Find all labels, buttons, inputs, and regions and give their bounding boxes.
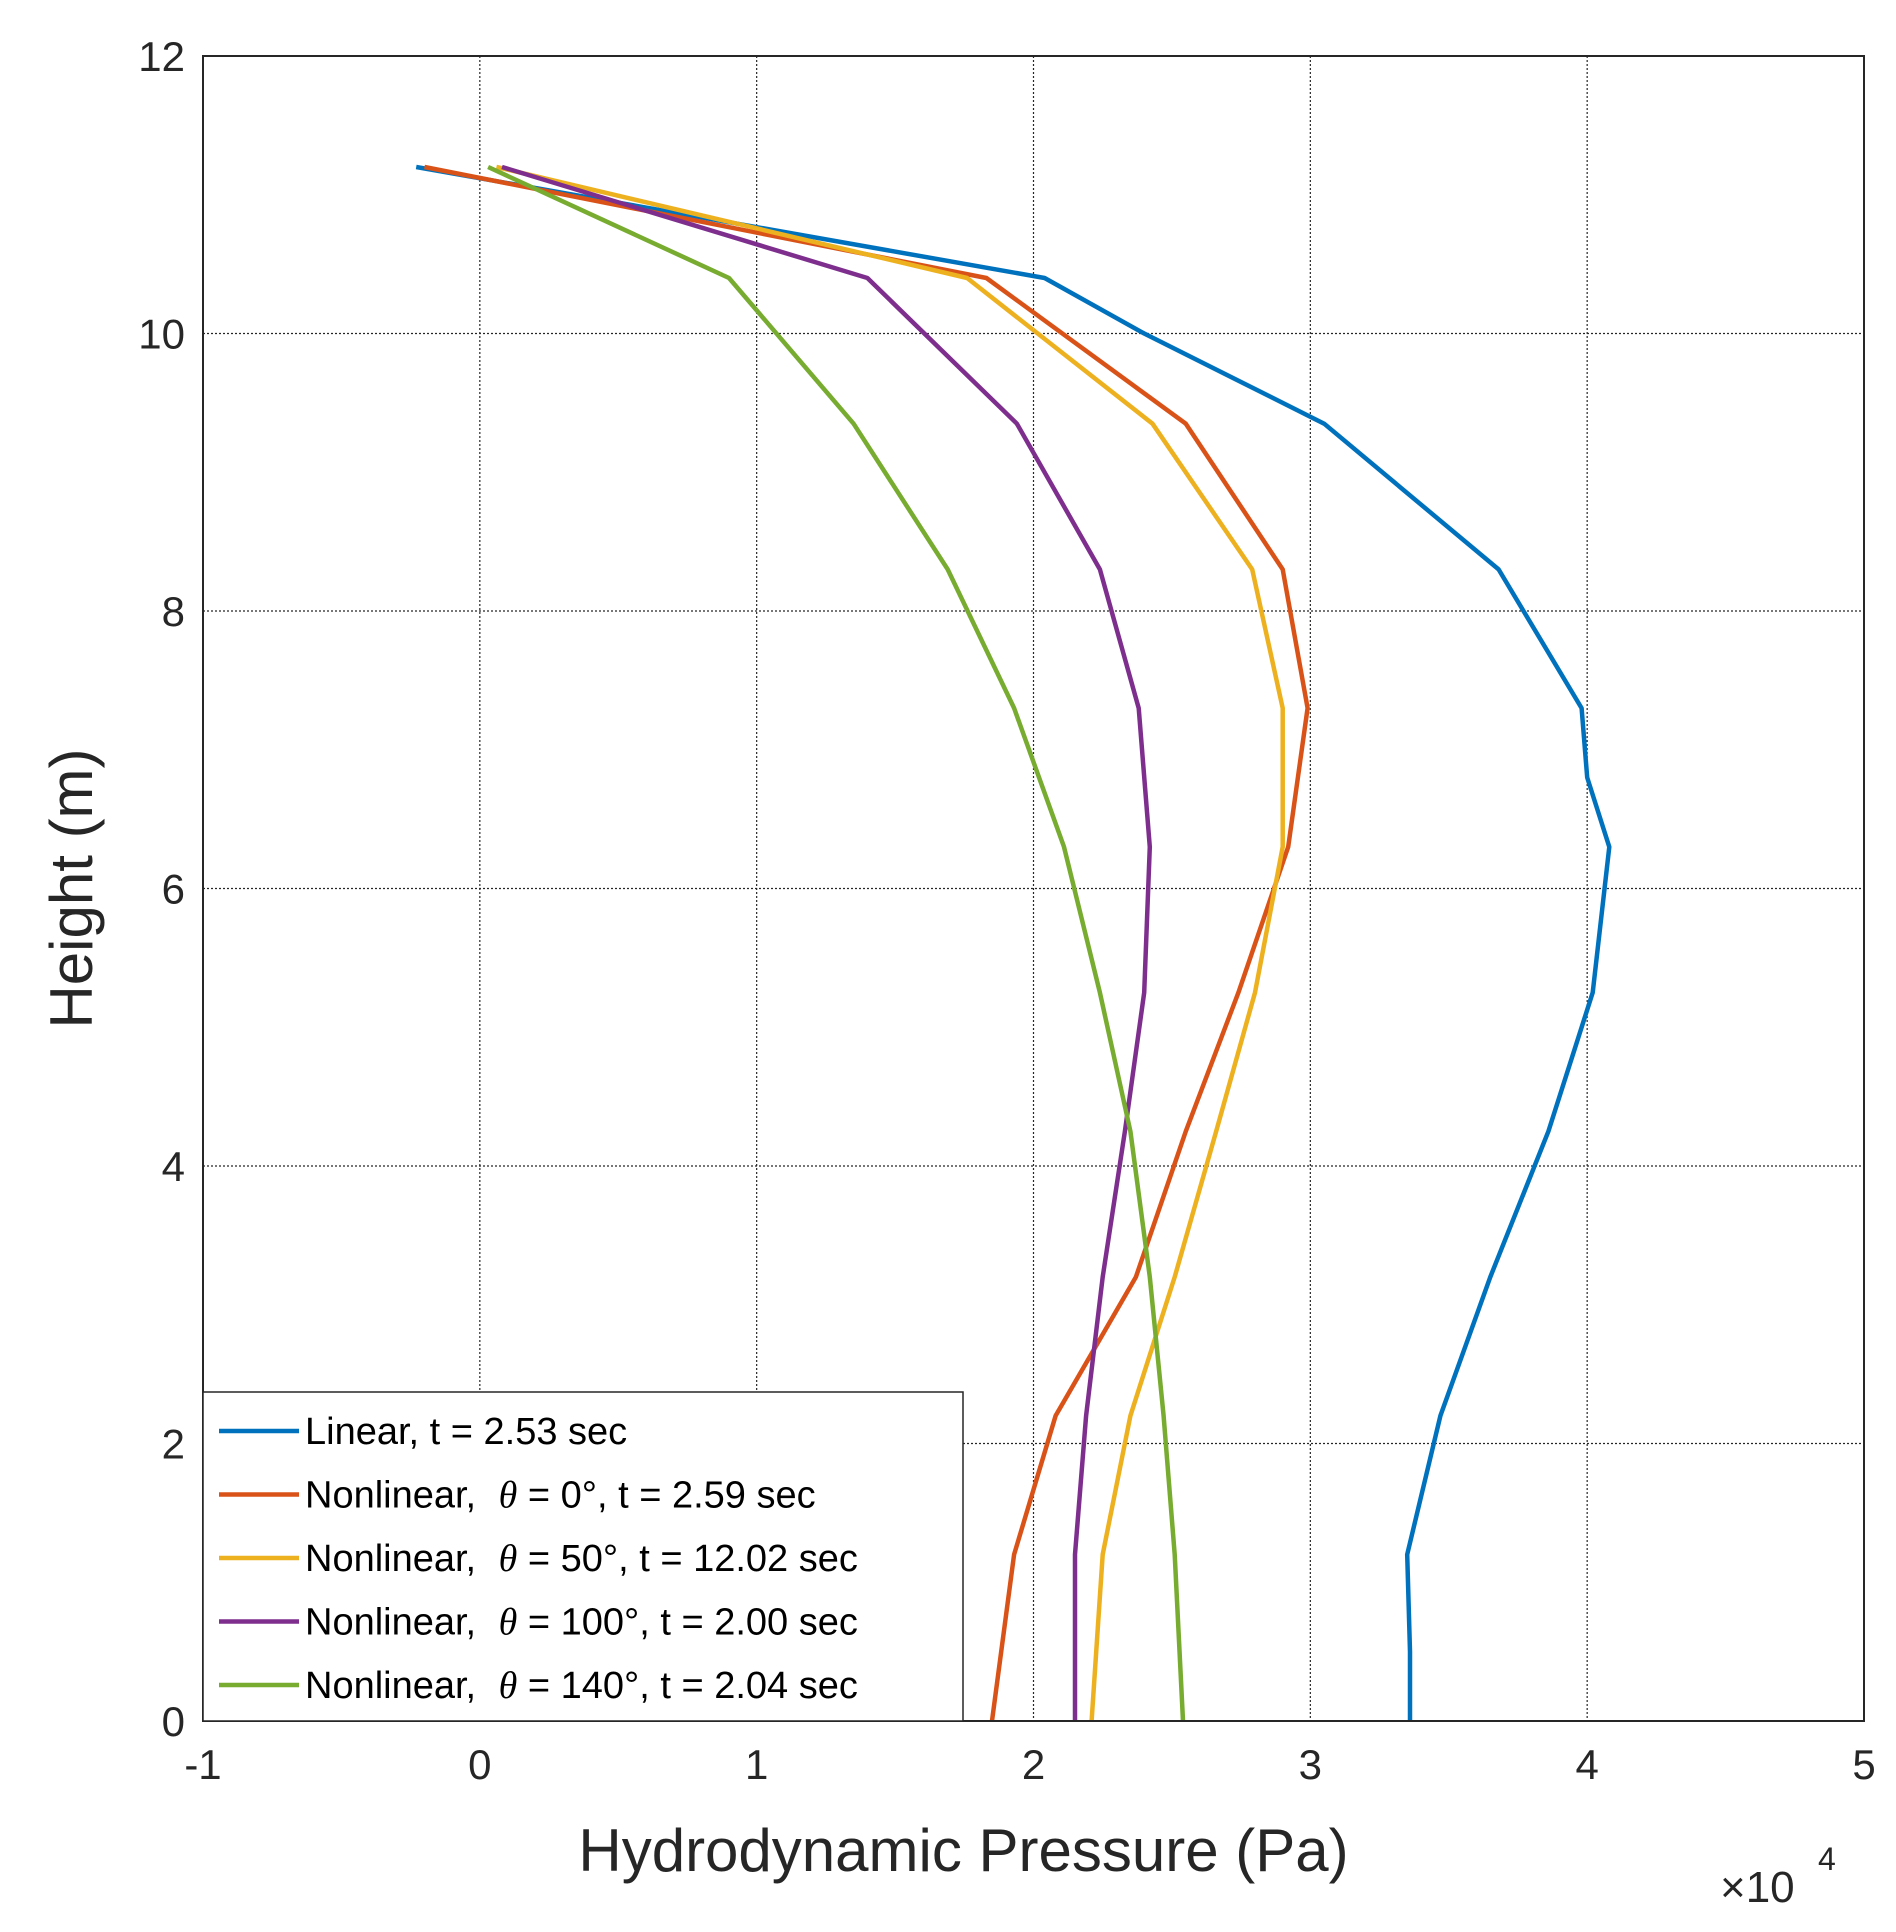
x-exponent-base: ×10 <box>1720 1863 1795 1912</box>
series-line-1 <box>415 164 1612 1721</box>
x-tick-label: 3 <box>1299 1741 1322 1788</box>
x-exponent-label: ×10 4 <box>1720 1841 1836 1912</box>
y-tick-label: 0 <box>162 1698 185 1745</box>
series-line-2 <box>424 164 1310 1722</box>
y-tick-label: 8 <box>162 588 185 635</box>
legend-entry-prefix: Nonlinear, <box>305 1602 487 1644</box>
legend-entry-theta: θ <box>499 1665 518 1707</box>
y-tick-label: 10 <box>138 311 185 358</box>
legend-entry-2: Nonlinear, θ = 0°, t = 2.59 sec <box>305 1475 816 1517</box>
legend-box <box>202 1391 964 1722</box>
legend-entry-suffix: = 100°, t = 2.00 sec <box>517 1602 858 1644</box>
y-tick-labels: 0 2 4 6 8 10 12 <box>138 33 185 1745</box>
legend-entry-3: Nonlinear, θ = 50°, t = 12.02 sec <box>305 1538 858 1580</box>
x-tick-label: 1 <box>745 1741 768 1788</box>
y-tick-label: 6 <box>162 866 185 913</box>
x-tick-label: 4 <box>1575 1741 1598 1788</box>
x-exponent-power: 4 <box>1818 1841 1836 1877</box>
legend-entry-theta: θ <box>499 1538 518 1580</box>
x-tick-label: -1 <box>184 1741 221 1788</box>
legend-entry-5: Nonlinear, θ = 140°, t = 2.04 sec <box>305 1665 858 1707</box>
x-tick-label: 0 <box>468 1741 491 1788</box>
x-tick-labels: -1 0 1 2 3 4 5 <box>184 1741 1875 1788</box>
y-axis-label: Height (m) <box>38 748 105 1028</box>
legend: Linear, t = 2.53 sec Nonlinear, θ = 0°, t… <box>202 1391 964 1722</box>
plot-frame <box>202 55 1865 1722</box>
series-lines <box>415 164 1612 1722</box>
x-axis-label: Hydrodynamic Pressure (Pa) <box>578 1817 1348 1884</box>
grid-lines <box>203 56 1864 1721</box>
legend-entry-suffix: = 50°, t = 12.02 sec <box>517 1538 858 1580</box>
series-line-5 <box>487 164 1186 1722</box>
legend-entry-prefix: Linear, t = 2.53 sec <box>305 1411 627 1453</box>
series-line-4 <box>501 164 1153 1721</box>
legend-entry-prefix: Nonlinear, <box>305 1538 487 1580</box>
legend-entry-theta: θ <box>499 1475 518 1517</box>
legend-entry-suffix: = 0°, t = 2.59 sec <box>517 1475 815 1517</box>
legend-entry-suffix: = 140°, t = 2.04 sec <box>517 1665 858 1707</box>
y-tick-label: 2 <box>162 1421 185 1468</box>
x-tick-label: 5 <box>1852 1741 1875 1788</box>
legend-entry-1: Linear, t = 2.53 sec <box>305 1411 627 1453</box>
legend-entry-prefix: Nonlinear, <box>305 1475 487 1517</box>
legend-entry-theta: θ <box>499 1602 518 1644</box>
x-tick-label: 2 <box>1022 1741 1045 1788</box>
series-line-3 <box>495 164 1285 1722</box>
y-tick-label: 4 <box>162 1143 185 1190</box>
legend-entry-4: Nonlinear, θ = 100°, t = 2.00 sec <box>305 1602 858 1644</box>
y-tick-label: 12 <box>138 33 185 80</box>
legend-entry-prefix: Nonlinear, <box>305 1665 487 1707</box>
